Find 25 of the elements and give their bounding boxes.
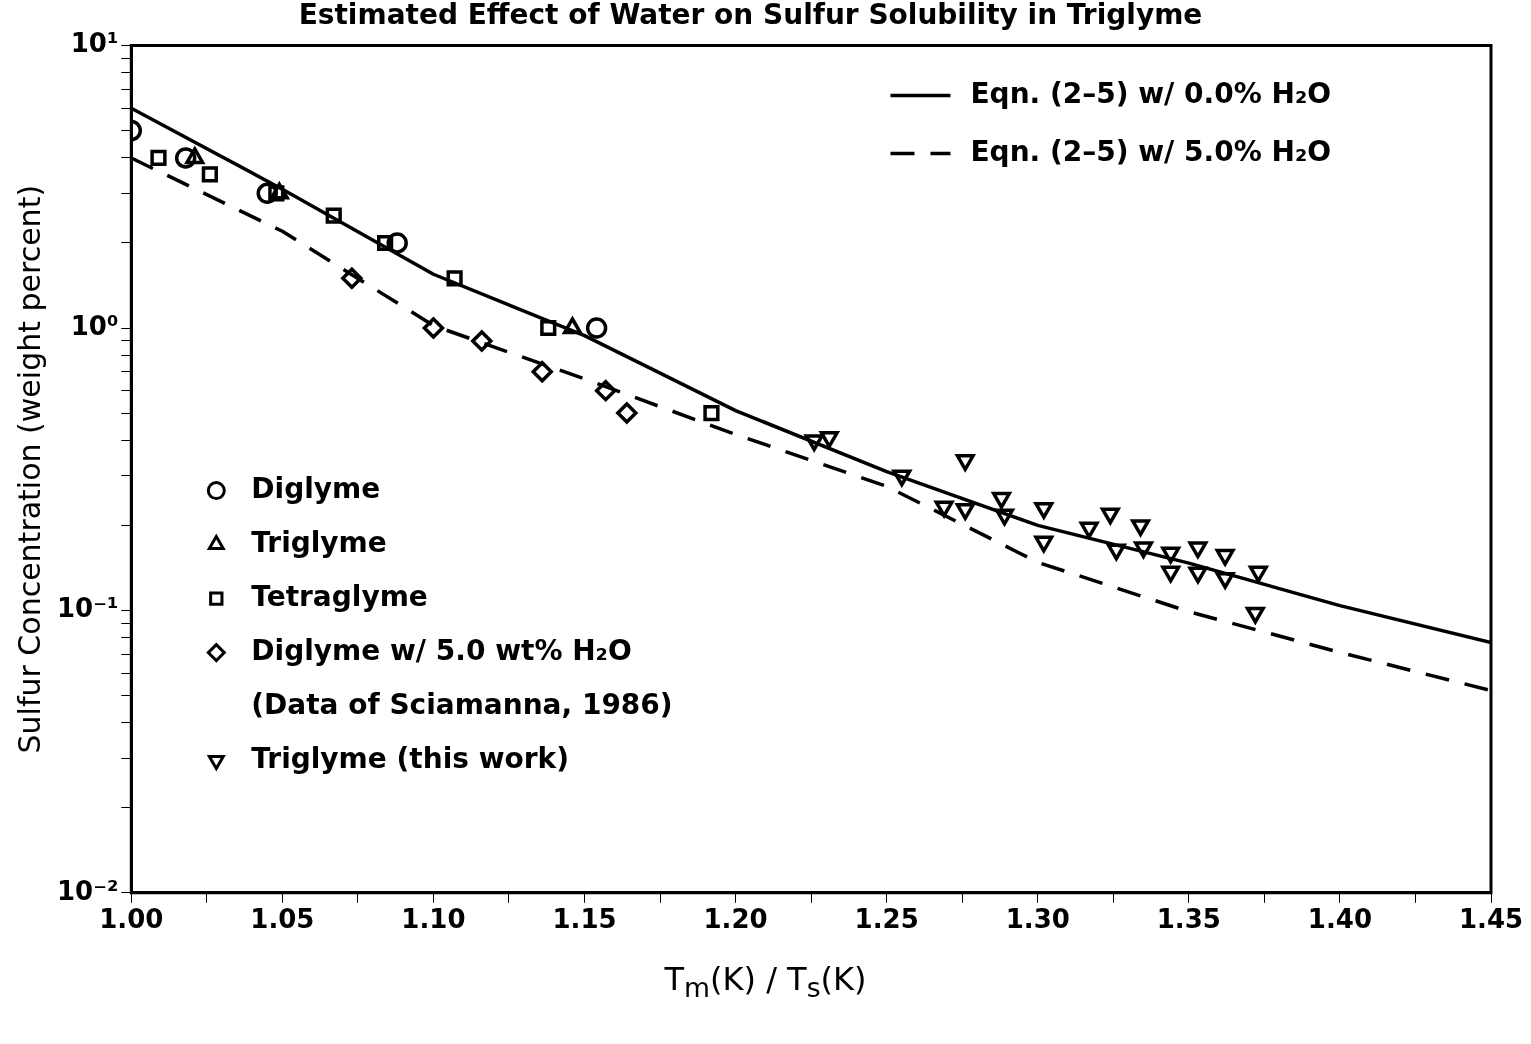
x-tick-label: 1.35: [1156, 904, 1221, 935]
x-tick-label: 1.40: [1307, 904, 1372, 935]
x-tick-label: 1.05: [250, 904, 315, 935]
annotation: (Data of Sciamanna, 1986): [251, 687, 673, 721]
legend-label: Eqn. (2–5) w/ 5.0% H₂O: [970, 134, 1332, 168]
legend-label: Eqn. (2–5) w/ 0.0% H₂O: [970, 76, 1332, 110]
y-axis-title: Sulfur Concentration (weight percent): [11, 184, 47, 754]
y-tick-label: 10⁻¹: [57, 593, 119, 624]
x-tick-label: 1.00: [99, 904, 164, 935]
y-tick-label: 10⁰: [70, 310, 119, 341]
legend-label: Tetraglyme: [251, 579, 428, 613]
legend-label: Diglyme w/ 5.0 wt% H₂O: [251, 633, 632, 667]
legend-label: Triglyme: [251, 525, 387, 559]
x-tick-label: 1.20: [703, 904, 768, 935]
x-tick-label: 1.30: [1005, 904, 1070, 935]
y-tick-label: 10⁻²: [57, 875, 119, 906]
x-tick-label: 1.10: [401, 904, 466, 935]
x-axis-title: T$_{m}$(K) / T$_{s}$(K): [663, 960, 868, 1004]
y-tick-label: 10¹: [70, 28, 119, 59]
x-tick-label: 1.45: [1458, 904, 1524, 935]
legend-label: Diglyme: [251, 471, 381, 505]
x-tick-label: 1.15: [552, 904, 617, 935]
chart-title: Estimated Effect of Water on Sulfur Solubility in Triglyme: [298, 0, 1203, 32]
x-tick-label: 1.25: [854, 904, 919, 935]
legend-label: Triglyme (this work): [251, 741, 569, 775]
